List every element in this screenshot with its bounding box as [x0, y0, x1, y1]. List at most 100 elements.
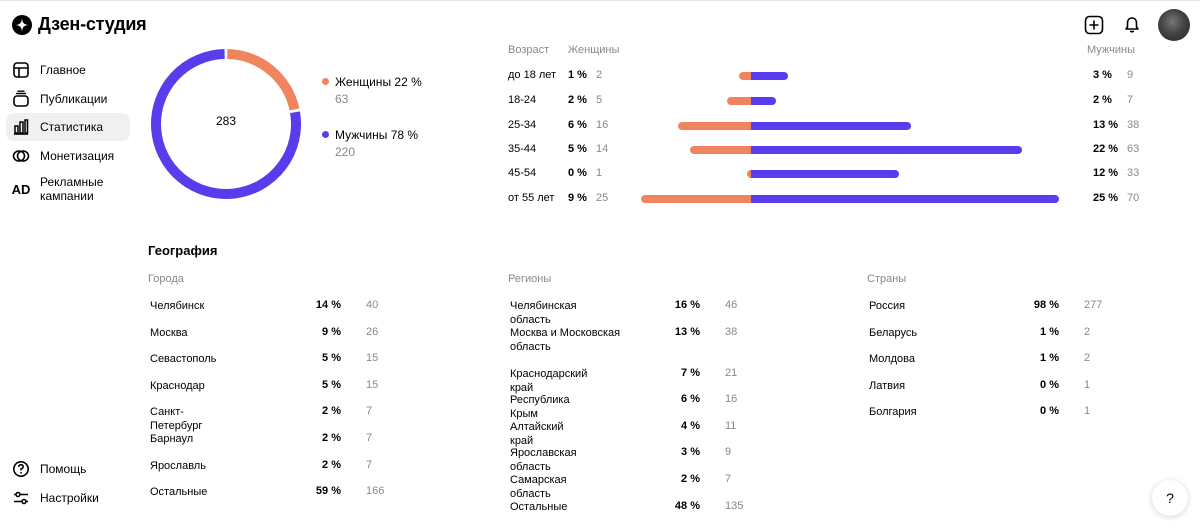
geo-row: Беларусь 1 % 2	[867, 320, 1090, 347]
donut-slice-women	[227, 49, 300, 111]
age-label: 25-34	[508, 119, 537, 131]
help-icon	[12, 460, 30, 478]
men-count: 9	[1127, 69, 1134, 81]
geo-count: 26	[366, 325, 379, 338]
legend-label-men: Мужчины 78 %	[335, 128, 419, 142]
regions-heading: Регионы	[508, 273, 552, 285]
geo-name: Самарская область	[510, 473, 567, 500]
geo-name: Молдова	[869, 353, 915, 366]
legend-item-women: Женщины 22 % 63	[322, 74, 422, 107]
women-bar	[738, 72, 751, 80]
geo-pct: 1 %	[1040, 352, 1059, 365]
geo-row: Россия 98 % 277	[867, 293, 1102, 320]
geo-pct: 1 %	[1040, 325, 1059, 338]
geo-row: Москва и Московская область 13 % 38	[508, 320, 737, 361]
sidebar-item-label: Статистика	[40, 120, 104, 134]
age-row: 45-54 0 % 1 12 % 33	[508, 164, 1148, 184]
geo-row: Ярославская область 3 % 9	[508, 440, 731, 473]
men-header: Мужчины	[1087, 44, 1136, 56]
geo-pct: 0 %	[1040, 405, 1059, 418]
geo-pct: 13 %	[674, 325, 700, 338]
geo-pct: 14 %	[315, 299, 341, 311]
donut-total: 283	[215, 114, 237, 128]
age-label: 18-24	[508, 94, 537, 106]
geo-pct: 48 %	[674, 499, 700, 512]
sidebar-item-settings[interactable]: Настройки	[6, 484, 130, 512]
geo-pct: 2 %	[322, 458, 341, 471]
floating-help-button[interactable]: ?	[1152, 480, 1188, 516]
geo-count: 1	[1084, 378, 1091, 391]
age-row: 25-34 6 % 16 13 % 38	[508, 116, 1148, 136]
geo-count: 277	[1084, 299, 1103, 311]
sidebar-item-statistics[interactable]: Статистика	[6, 113, 130, 141]
sidebar-item-ad-campaigns[interactable]: AD Рекламные кампании	[6, 170, 130, 208]
men-pct: 22 %	[1093, 143, 1119, 155]
app-logo[interactable]: Дзен-студия	[12, 14, 147, 35]
sidebar-item-label: Настройки	[40, 490, 99, 505]
geo-name: Москва	[150, 326, 188, 339]
men-count: 70	[1127, 192, 1140, 204]
geo-pct: 59 %	[315, 485, 341, 498]
create-button[interactable]	[1082, 13, 1106, 37]
geo-pct: 7 %	[681, 366, 700, 379]
women-bar	[726, 97, 751, 105]
sidebar: Главное Публикации Статистика Монетизаци…	[6, 56, 130, 209]
countries-heading: Страны	[867, 273, 907, 285]
age-row: 18-24 2 % 5 2 % 7	[508, 91, 1148, 111]
geo-count: 38	[725, 325, 738, 338]
geo-name: Ярославская область	[510, 447, 577, 474]
ad-icon: AD	[11, 181, 31, 197]
men-bar	[751, 97, 776, 105]
geo-pct: 98 %	[1033, 299, 1059, 311]
sidebar-item-monetization[interactable]: Монетизация	[6, 142, 130, 170]
sidebar-item-publications[interactable]: Публикации	[6, 85, 130, 113]
question-icon: ?	[1166, 490, 1174, 506]
geo-row: Москва 9 % 26	[148, 320, 378, 347]
women-bar	[690, 146, 751, 154]
men-pct: 2 %	[1093, 94, 1112, 106]
women-count: 2	[596, 69, 603, 81]
women-count: 1	[596, 167, 603, 179]
age-label: 45-54	[508, 167, 537, 179]
geo-name: Барнаул	[150, 432, 194, 445]
geo-row: Болгария 0 % 1	[867, 399, 1090, 426]
geo-name: Болгария	[869, 406, 917, 419]
women-bar	[677, 122, 751, 130]
men-bar	[751, 195, 1059, 203]
geo-row: Латвия 0 % 1	[867, 373, 1090, 400]
geo-name: Ярославль	[150, 459, 206, 472]
geo-name: Краснодар	[150, 379, 205, 392]
sidebar-item-main[interactable]: Главное	[6, 56, 130, 84]
home-icon	[12, 61, 30, 79]
geo-count: 2	[1084, 352, 1091, 365]
age-label: 35-44	[508, 143, 537, 155]
geography-title: География	[148, 243, 218, 258]
geo-count: 166	[366, 485, 385, 498]
men-dot-icon	[322, 131, 329, 138]
sidebar-item-label: Главное	[40, 63, 86, 77]
geo-row: Санкт-Петербург 2 % 7	[148, 399, 372, 432]
user-avatar[interactable]	[1158, 9, 1190, 41]
geo-count: 15	[366, 352, 379, 365]
notifications-button[interactable]	[1120, 13, 1144, 37]
top-divider	[0, 0, 1200, 1]
men-bar	[751, 72, 788, 80]
men-count: 63	[1127, 143, 1140, 155]
geo-name: Краснодарский край	[510, 367, 588, 394]
women-pct: 5 %	[568, 143, 587, 155]
geo-name: Остальные	[510, 500, 568, 513]
geo-count: 7	[366, 405, 373, 418]
age-label: от 55 лет	[508, 192, 555, 204]
age-row: от 55 лет 9 % 25 25 % 70	[508, 189, 1148, 209]
sidebar-item-help[interactable]: Помощь	[6, 455, 130, 483]
geo-row: Краснодарский край 7 % 21	[508, 361, 737, 394]
geo-row: Самарская область 2 % 7	[508, 467, 731, 500]
header-actions	[1082, 9, 1190, 41]
geo-pct: 6 %	[681, 393, 700, 406]
gender-donut-chart	[151, 49, 301, 199]
bell-icon	[1125, 17, 1139, 33]
gender-legend: Женщины 22 % 63 Мужчины 78 % 220	[322, 74, 422, 180]
geo-pct: 0 %	[1040, 378, 1059, 391]
sidebar-item-label: Публикации	[40, 91, 108, 106]
geo-name: Россия	[869, 300, 906, 312]
